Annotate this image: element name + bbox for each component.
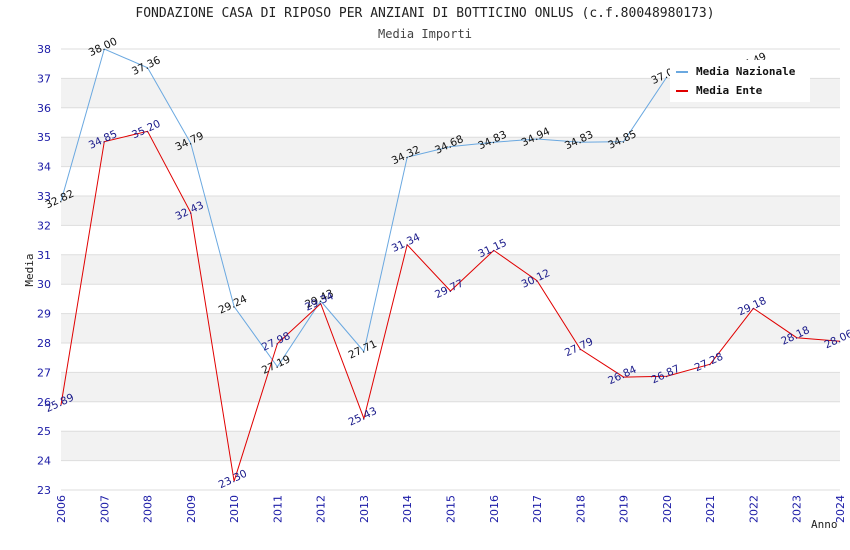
x-tick-label: 2015 [445,495,458,523]
y-tick-label: 23 [37,484,51,497]
y-tick-label: 34 [37,161,51,174]
x-tick-label: 2013 [358,495,371,523]
x-tick-label: 2022 [747,495,760,523]
y-tick-label: 30 [37,278,51,291]
series-line-nazionale [60,48,668,368]
x-tick-label: 2017 [531,495,544,523]
series-lines [60,48,841,482]
x-tick-label: 2019 [618,495,631,523]
x-tick-label: 2006 [55,495,68,523]
x-tick-label: 2007 [98,495,111,523]
y-tick-label: 33 [37,190,51,203]
data-label: 38.00 [87,35,119,59]
data-label: 27.28 [693,351,725,375]
x-tick-label: 2010 [228,495,241,523]
y-axis-label: Media [23,253,36,286]
y-tick-label: 32 [37,219,51,232]
y-tick-label: 38 [37,43,51,56]
chart-subtitle: Media Importi [378,27,472,41]
data-label: 25.43 [347,405,379,429]
x-tick-label: 2020 [661,495,674,523]
legend-item-nazionale: Media Nazionale [670,62,810,81]
y-tick-label: 26 [37,396,51,409]
x-axis-ticks: 2006 2007 2008 2009 2010 2011 2012 2013 2014 2015… [55,495,847,523]
legend: Media Nazionale Media Ente [670,60,810,102]
plot-band [61,431,840,461]
y-tick-label: 37 [37,72,51,85]
y-tick-label: 29 [37,308,51,321]
y-tick-label: 31 [37,249,51,262]
x-tick-label: 2018 [574,495,587,523]
legend-swatch-ente [676,89,688,92]
legend-swatch-nazionale [676,70,688,73]
plot-band [61,137,840,167]
x-tick-label: 2021 [704,495,717,523]
plot-band [61,372,840,402]
y-tick-label: 24 [37,455,51,468]
x-tick-label: 2009 [185,495,198,523]
chart-title: FONDAZIONE CASA DI RIPOSO PER ANZIANI DI… [135,6,715,21]
x-axis-label: Anno [811,518,838,531]
y-tick-label: 28 [37,337,51,350]
x-tick-label: 2024 [834,495,847,523]
x-tick-label: 2023 [791,495,804,523]
x-tick-label: 2012 [315,495,328,523]
legend-item-ente: Media Ente [670,81,810,100]
data-label: 29.24 [217,293,250,317]
y-axis-ticks: 23 24 25 26 27 28 29 30 31 32 33 34 35 36 37 38 [37,43,51,497]
y-tick-label: 36 [37,102,51,115]
data-label: 37.36 [130,54,163,78]
y-tick-label: 27 [37,366,51,379]
x-tick-label: 2008 [142,495,155,523]
legend-label-nazionale: Media Nazionale [696,65,796,78]
series-line-ente [60,130,841,482]
legend-label-ente: Media Ente [696,84,763,97]
plot-band [61,254,840,285]
data-label: 31.34 [390,231,423,255]
x-tick-label: 2011 [271,495,284,523]
plot-bands [61,48,840,491]
x-tick-label: 2014 [401,495,414,523]
y-tick-label: 35 [37,131,51,144]
y-tick-label: 25 [37,425,51,438]
x-tick-label: 2016 [488,495,501,523]
plot-band [61,196,840,226]
plot-band [61,313,840,343]
